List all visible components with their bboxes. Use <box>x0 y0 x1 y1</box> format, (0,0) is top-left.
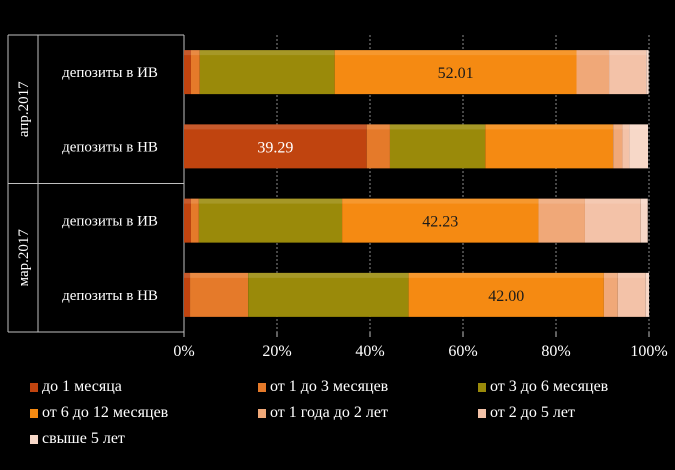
bar-segment-highlight <box>184 198 191 204</box>
x-tick-label: 60% <box>448 343 477 360</box>
legend-label: от 3 до 6 месяцев <box>490 378 609 395</box>
bar-segment <box>629 124 649 169</box>
legend-swatch <box>30 382 38 392</box>
row-label: депозиты в ИВ <box>62 214 158 230</box>
data-label: 52.01 <box>438 65 474 82</box>
data-label: 42.00 <box>488 288 524 305</box>
bar-segment <box>613 124 623 169</box>
bar-segment-highlight <box>184 50 191 56</box>
group-label: мар.2017 <box>16 229 32 287</box>
bar-segment-highlight <box>629 124 649 130</box>
bar-segment <box>408 272 604 317</box>
x-tick-label: 40% <box>355 343 384 360</box>
bar-segment <box>617 272 646 317</box>
bar-segment <box>646 50 649 95</box>
bar-segment <box>334 50 577 95</box>
legend-label: от 6 до 12 месяцев <box>42 404 169 421</box>
bar-segment-highlight <box>190 272 249 278</box>
bar-segment <box>538 198 585 243</box>
bar-segment-highlight <box>342 198 539 204</box>
bar-segment <box>576 50 610 95</box>
legend-item: от 2 до 5 лет <box>478 404 575 422</box>
bar-segment <box>640 198 648 243</box>
bar-segment <box>622 124 630 169</box>
bar-segment <box>184 198 191 243</box>
legend-label: от 1 года до 2 лет <box>270 404 388 421</box>
bar-segment-highlight <box>538 198 585 204</box>
bar-segment <box>366 124 390 169</box>
bar-segment-highlight <box>603 272 618 278</box>
bar-segment <box>190 272 249 317</box>
bar-segment-highlight <box>248 272 409 278</box>
bar-segment <box>190 198 199 243</box>
legend-swatch <box>30 434 38 444</box>
legend-swatch <box>30 408 38 418</box>
legend-label: свыше 5 лет <box>42 430 125 447</box>
bar-segment <box>609 50 647 95</box>
bar-segment-highlight <box>609 50 647 56</box>
bar-segment <box>342 198 539 243</box>
data-label: 39.29 <box>257 139 293 156</box>
bar-segment-highlight <box>640 198 648 204</box>
bar-segment-highlight <box>645 272 649 278</box>
bar-segment <box>485 124 614 169</box>
bar-segment <box>248 272 409 317</box>
row-label: депозиты в НВ <box>62 288 158 304</box>
bar-segment-highlight <box>334 50 577 56</box>
bar-segment <box>603 272 618 317</box>
bar-segment <box>645 272 649 317</box>
bar-segment-highlight <box>184 124 367 130</box>
bar-segment-highlight <box>199 50 335 56</box>
legend-item: от 1 до 3 месяцев <box>258 378 388 396</box>
legend-swatch <box>258 408 266 418</box>
legend-item: от 1 года до 2 лет <box>258 404 388 422</box>
bar-segment-highlight <box>408 272 604 278</box>
bar-segment-highlight <box>198 198 343 204</box>
bar-segment-highlight <box>190 198 199 204</box>
bar-segment <box>184 50 191 95</box>
legend-label: от 1 до 3 месяцев <box>270 378 389 395</box>
bar-segment <box>190 50 200 95</box>
bar-segment <box>184 272 191 317</box>
bar-segment-highlight <box>584 198 641 204</box>
bar-segment <box>584 198 641 243</box>
bar-segment-highlight <box>613 124 623 130</box>
bar-segment-highlight <box>366 124 390 130</box>
bar-segment-highlight <box>190 50 200 56</box>
row-label: депозиты в ИВ <box>62 65 158 81</box>
data-label: 42.23 <box>422 214 458 231</box>
legend-swatch <box>478 408 486 418</box>
bar-segment-highlight <box>576 50 610 56</box>
bar-segment-highlight <box>646 50 649 56</box>
row-label: депозиты в НВ <box>62 139 158 155</box>
bar-segment-highlight <box>485 124 614 130</box>
x-tick-label: 20% <box>262 343 291 360</box>
bar-segment <box>184 124 367 169</box>
legend-item: от 6 до 12 месяцев <box>30 404 168 422</box>
legend-swatch <box>478 382 486 392</box>
legend-label: до 1 месяца <box>42 378 122 395</box>
bar-segment <box>199 50 335 95</box>
x-tick-label: 100% <box>630 343 667 360</box>
x-tick-label: 80% <box>541 343 570 360</box>
bar-segment-highlight <box>622 124 630 130</box>
bar-segment-highlight <box>184 272 191 278</box>
bar-segment-highlight <box>617 272 646 278</box>
legend-swatch <box>258 382 266 392</box>
bar-segment <box>389 124 486 169</box>
bar-segment-highlight <box>389 124 486 130</box>
group-label: апр.2017 <box>16 81 32 137</box>
legend-label: от 2 до 5 лет <box>490 404 575 421</box>
legend-item: от 3 до 6 месяцев <box>478 378 608 396</box>
bar-segment <box>198 198 343 243</box>
x-tick-label: 0% <box>173 343 194 360</box>
legend-item: свыше 5 лет <box>30 430 125 448</box>
legend-item: до 1 месяца <box>30 378 122 396</box>
